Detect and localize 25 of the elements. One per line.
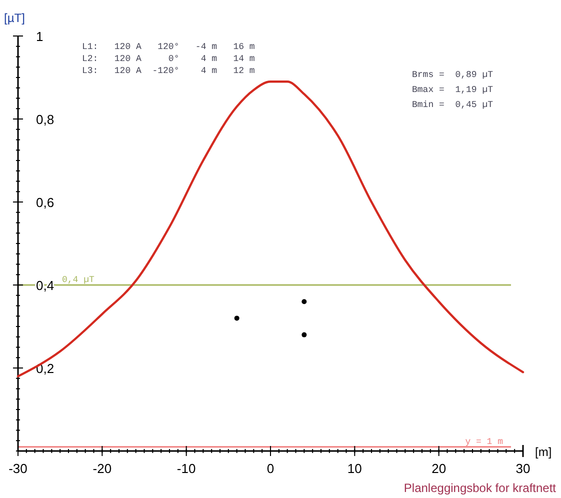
annotation: Bmax = 1,19 µT	[412, 85, 494, 95]
x-tick-label: -10	[176, 461, 196, 476]
annotation: L2: 120 A 0° 4 m 14 m	[82, 54, 255, 64]
x-tick-label: 20	[432, 461, 446, 476]
y-axis-title: [µT]	[4, 11, 25, 25]
annotation: L3: 120 A -120° 4 m 12 m	[82, 66, 255, 76]
annotation: Bmin = 0,45 µT	[412, 100, 494, 110]
annotation: Brms = 0,89 µT	[412, 70, 494, 80]
point	[302, 332, 307, 338]
line-series	[16, 80, 524, 378]
text: Planleggingsbok for kraftnett	[404, 481, 557, 495]
x-tick-label: 10	[347, 461, 362, 476]
x-tick-label: -30	[8, 461, 28, 476]
ref-line-label: y = 1 m	[465, 436, 503, 447]
x-tick-label: -20	[92, 461, 112, 476]
y-tick-label: 0,6	[36, 195, 54, 210]
ref-line-label: 0,4 µT	[62, 275, 96, 285]
annotation: L1: 120 A 120° -4 m 16 m	[82, 42, 255, 52]
point	[302, 299, 307, 304]
point	[234, 316, 240, 321]
x-tick-label: 30	[516, 461, 530, 476]
y-tick-label: 0,8	[36, 112, 54, 127]
y-tick-label: 1	[36, 29, 44, 44]
x-tick-label: 0	[266, 461, 274, 476]
x-axis-title: [m]	[535, 445, 552, 459]
